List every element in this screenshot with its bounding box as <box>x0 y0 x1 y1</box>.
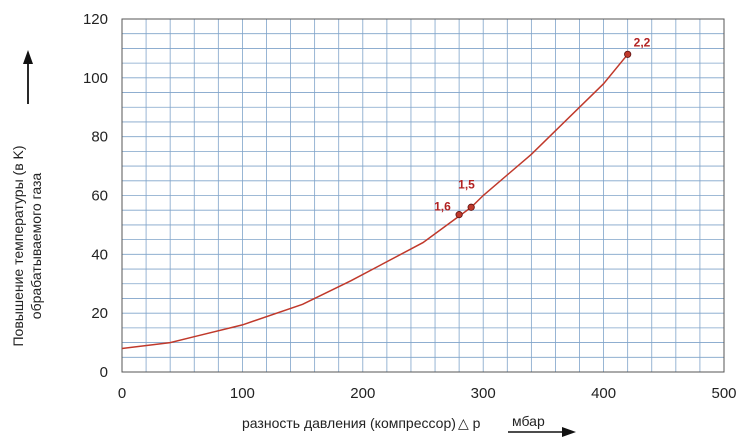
x-tick-label: 0 <box>118 385 126 402</box>
y-tick-label: 0 <box>100 364 108 381</box>
y-axis-arrow <box>23 50 33 104</box>
x-tick-label: 500 <box>711 385 736 402</box>
x-axis-title: разность давления (компрессор) <box>242 415 456 431</box>
x-axis-unit: мбар <box>512 413 545 429</box>
y-tick-label: 20 <box>91 305 108 322</box>
plot-frame <box>121 18 725 373</box>
data-point-label: 1,5 <box>458 177 475 191</box>
x-tick-label: 300 <box>471 385 496 402</box>
y-axis-title-line2: обрабатываемого газа <box>28 173 44 320</box>
y-tick-label: 80 <box>91 129 108 146</box>
data-point <box>455 211 463 219</box>
y-axis-ticks: 0 20 40 60 80 100 120 <box>83 11 108 381</box>
y-tick-label: 120 <box>83 11 108 28</box>
y-tick-label: 40 <box>91 246 108 263</box>
data-point <box>624 50 632 58</box>
x-axis-arrow <box>508 427 576 437</box>
x-axis-symbol: △ p <box>458 415 481 431</box>
data-point-label: 1,6 <box>434 200 451 214</box>
series-group <box>121 53 629 350</box>
data-points: 1,6 1,5 2,2 <box>434 35 651 219</box>
y-tick-label: 60 <box>91 188 108 205</box>
grid <box>121 18 725 373</box>
data-point-label: 2,2 <box>634 35 651 49</box>
x-tick-label: 400 <box>591 385 616 402</box>
data-point <box>467 203 475 211</box>
series-line <box>121 53 629 350</box>
y-axis-title-line1: Повышение температуры (в K) <box>10 145 26 346</box>
x-tick-label: 200 <box>350 385 375 402</box>
x-tick-label: 100 <box>230 385 255 402</box>
x-axis-ticks: 0 100 200 300 400 500 <box>118 385 737 402</box>
y-tick-label: 100 <box>83 70 108 87</box>
